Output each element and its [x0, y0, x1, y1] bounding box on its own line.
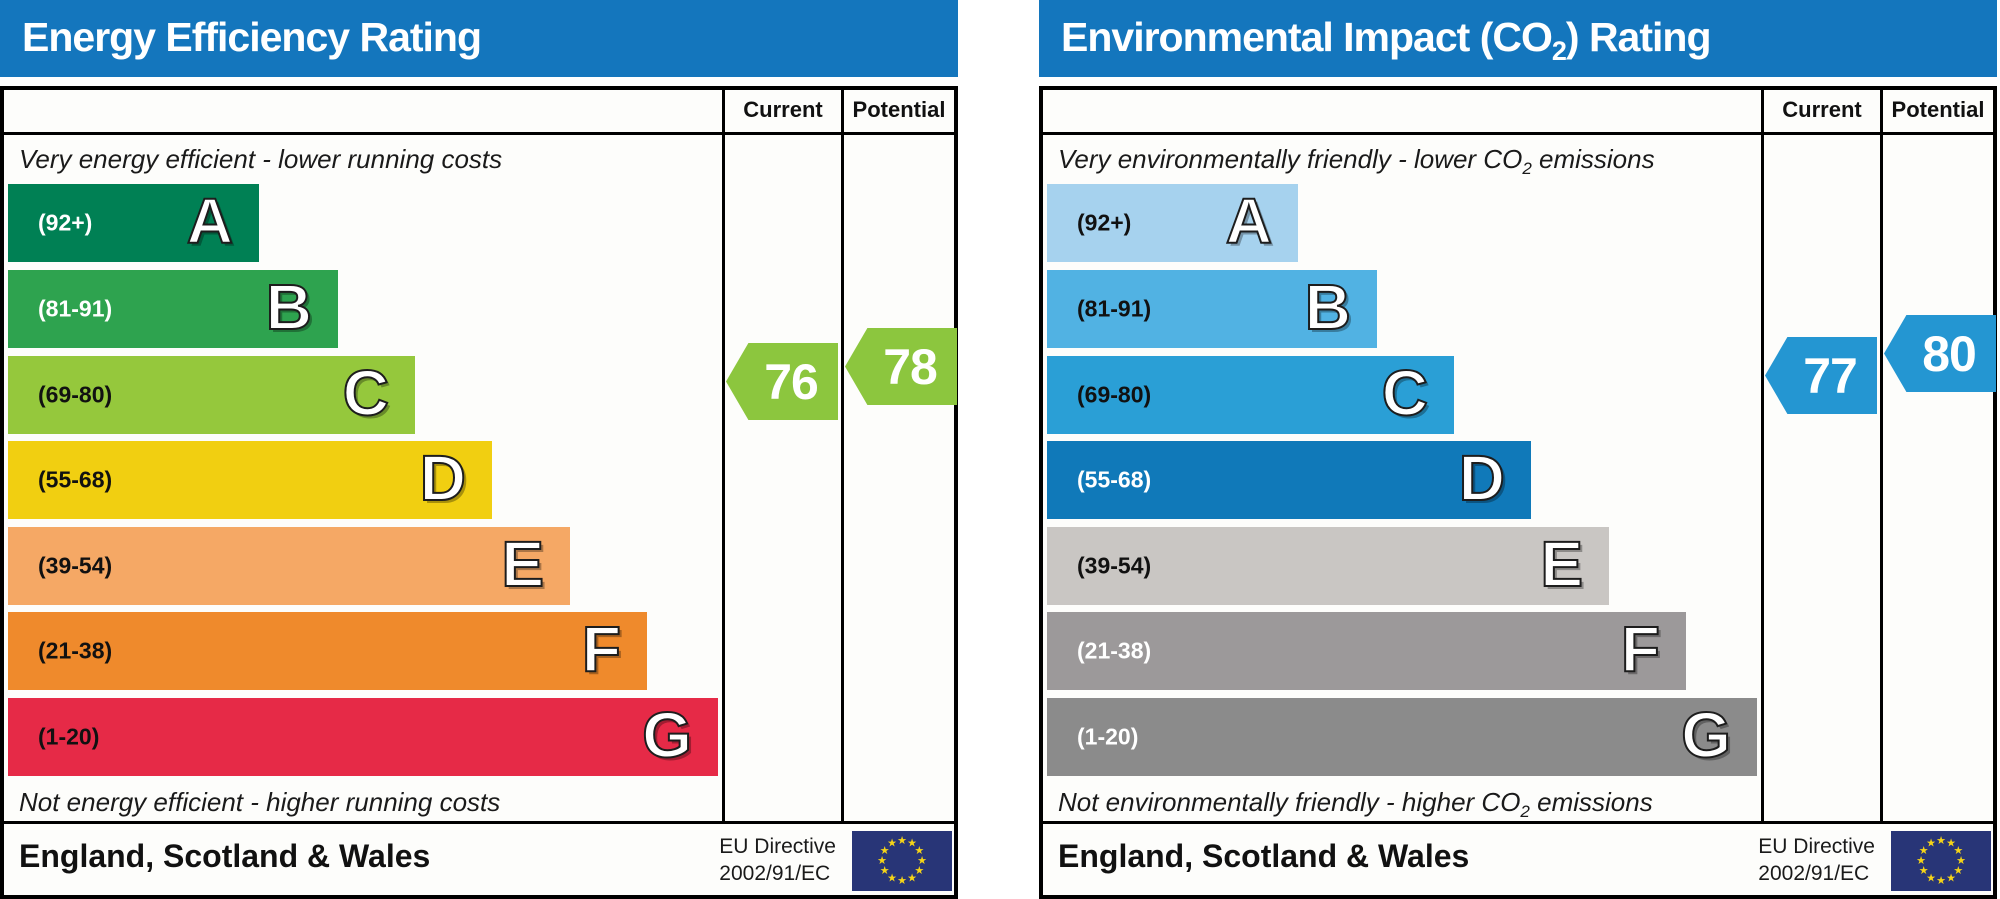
band-range-label: (21-38) — [38, 637, 113, 664]
band-letter: D — [419, 441, 467, 515]
rating-table: Current Potential Very energy efficient … — [0, 86, 958, 899]
bottom-caption-text: Not environmentally friendly - higher CO — [1058, 787, 1521, 817]
rating-band-b: (81-91) B — [8, 270, 338, 348]
band-range-label: (81-91) — [1077, 295, 1152, 322]
band-range-label: (81-91) — [38, 295, 113, 322]
band-range-label: (69-80) — [1077, 381, 1152, 408]
bottom-caption-suffix: emissions — [1529, 787, 1653, 817]
bottom-caption-text: Not energy efficient - higher running co… — [19, 787, 501, 817]
band-letter: D — [1458, 441, 1506, 515]
bottom-caption: Not environmentally friendly - higher CO… — [1058, 787, 1653, 822]
potential-rating-arrow: 78 — [845, 328, 957, 405]
band-letter: A — [1225, 184, 1273, 258]
rating-band-e: (39-54) E — [8, 527, 570, 605]
eu-directive-line2: 2002/91/EC — [1758, 862, 1870, 885]
band-range-label: (39-54) — [38, 552, 113, 579]
rating-band-g: (1-20) G — [1047, 698, 1757, 776]
band-letter: F — [1620, 612, 1661, 686]
rating-band-a: (92+) A — [1047, 184, 1298, 262]
footer-row-divider — [4, 821, 954, 824]
eu-directive-line1: EU Directive — [719, 835, 836, 858]
energy-efficiency-rating-chart: Energy Efficiency Rating Current Potenti… — [0, 0, 958, 899]
potential-column-header: Potential — [852, 97, 946, 122]
band-letter: B — [265, 270, 313, 344]
rating-band-d: (55-68) D — [8, 441, 492, 519]
band-range-label: (39-54) — [1077, 552, 1152, 579]
rating-table: Current Potential Very environmentally f… — [1039, 86, 1997, 899]
potential-rating-value: 80 — [1922, 325, 1977, 382]
rating-band-c: (69-80) C — [8, 356, 415, 434]
band-range-label: (21-38) — [1077, 637, 1152, 664]
potential-column-header: Potential — [1891, 97, 1985, 122]
header-row-divider — [4, 132, 954, 135]
rating-band-b: (81-91) B — [1047, 270, 1377, 348]
band-letter: E — [1539, 527, 1584, 601]
rating-band-f: (21-38) F — [8, 612, 647, 690]
current-rating-arrow: 77 — [1765, 337, 1877, 414]
band-letter: G — [1680, 698, 1732, 772]
column-divider — [1880, 90, 1883, 822]
band-letter: F — [581, 612, 622, 686]
header-row-divider — [1043, 132, 1993, 135]
column-divider — [841, 90, 844, 822]
band-range-label: (1-20) — [38, 723, 100, 750]
band-range-label: (92+) — [1077, 209, 1132, 236]
band-range-label: (69-80) — [38, 381, 113, 408]
current-column-header: Current — [743, 97, 823, 122]
chart-title-bar: Environmental Impact (CO2) Rating — [1039, 0, 1997, 77]
current-rating-value: 76 — [764, 353, 819, 410]
band-range-label: (92+) — [38, 209, 93, 236]
band-range-label: (55-68) — [1077, 466, 1152, 493]
rating-band-e: (39-54) E — [1047, 527, 1609, 605]
band-letter: B — [1304, 270, 1352, 344]
rating-band-c: (69-80) C — [1047, 356, 1454, 434]
current-column-header: Current — [1782, 97, 1862, 122]
band-range-label: (1-20) — [1077, 723, 1139, 750]
band-letter: A — [186, 184, 234, 258]
environmental-impact-rating-chart: Environmental Impact (CO2) Rating Curren… — [1039, 0, 1997, 899]
region-label: England, Scotland & Wales — [19, 838, 431, 874]
rating-band-f: (21-38) F — [1047, 612, 1686, 690]
current-rating-arrow: 76 — [726, 343, 838, 420]
top-caption-text: Very energy efficient - lower running co… — [19, 144, 503, 174]
top-caption-subscript: 2 — [1522, 159, 1532, 179]
band-range-label: (55-68) — [38, 466, 113, 493]
top-caption-text: Very environmentally friendly - lower CO — [1058, 144, 1523, 174]
band-letter: E — [500, 527, 545, 601]
top-caption-suffix: emissions — [1531, 144, 1655, 174]
column-divider — [1761, 90, 1764, 822]
eu-flag-icon — [1891, 831, 1991, 891]
chart-title: Environmental Impact (CO — [1061, 14, 1553, 60]
chart-title-suffix: ) Rating — [1565, 14, 1712, 60]
top-caption: Very energy efficient - lower running co… — [19, 144, 502, 179]
current-rating-value: 77 — [1803, 347, 1858, 404]
bottom-caption-subscript: 2 — [1520, 802, 1530, 822]
eu-flag-icon — [852, 831, 952, 891]
rating-band-d: (55-68) D — [1047, 441, 1531, 519]
eu-directive-label: EU Directive 2002/91/EC — [719, 833, 836, 887]
chart-title: Energy Efficiency Rating — [22, 14, 482, 60]
eu-directive-line1: EU Directive — [1758, 835, 1875, 858]
band-letter: C — [1381, 356, 1429, 430]
top-caption: Very environmentally friendly - lower CO… — [1058, 144, 1655, 179]
potential-rating-value: 78 — [883, 338, 938, 395]
region-label: England, Scotland & Wales — [1058, 838, 1470, 874]
footer-row-divider — [1043, 821, 1993, 824]
potential-rating-arrow: 80 — [1884, 315, 1996, 392]
chart-title-bar: Energy Efficiency Rating — [0, 0, 958, 77]
chart-title-subscript: 2 — [1551, 36, 1567, 67]
bottom-caption: Not energy efficient - higher running co… — [19, 787, 500, 822]
eu-directive-label: EU Directive 2002/91/EC — [1758, 833, 1875, 887]
rating-band-a: (92+) A — [8, 184, 259, 262]
band-letter: G — [641, 698, 693, 772]
band-letter: C — [342, 356, 390, 430]
column-divider — [722, 90, 725, 822]
rating-band-g: (1-20) G — [8, 698, 718, 776]
eu-directive-line2: 2002/91/EC — [719, 862, 831, 885]
